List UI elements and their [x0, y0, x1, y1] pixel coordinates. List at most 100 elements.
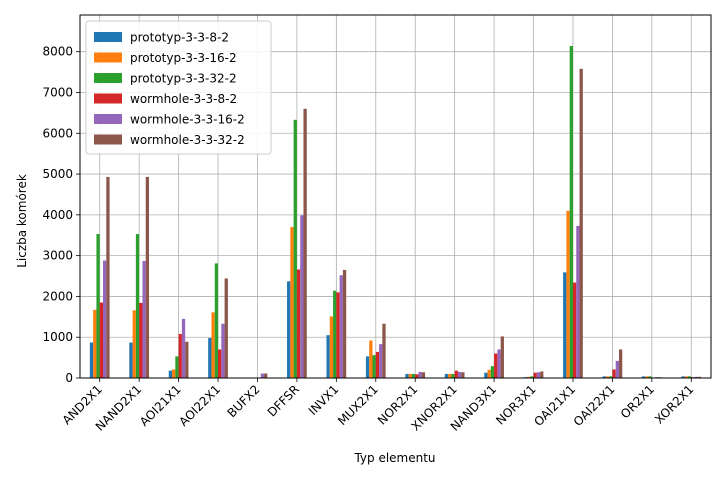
bar: [221, 323, 225, 378]
legend-swatch: [94, 32, 122, 42]
bar: [99, 302, 104, 378]
bar: [602, 376, 606, 378]
bar: [333, 290, 337, 378]
bar: [303, 108, 307, 378]
bar: [264, 373, 268, 378]
legend-label: prototyp-3-3-32-2: [130, 72, 237, 86]
bar: [681, 376, 685, 378]
bar: [536, 372, 541, 378]
bars: [89, 45, 702, 379]
bar: [566, 210, 570, 378]
bar: [211, 312, 215, 378]
bar: [293, 119, 297, 378]
bar: [106, 176, 110, 378]
bar: [444, 373, 449, 378]
legend-swatch: [94, 114, 122, 124]
bar: [375, 351, 380, 378]
bar: [339, 275, 343, 378]
bar: [540, 371, 544, 378]
legend-box: [85, 20, 272, 155]
x-tick-label: OAI22X1: [571, 382, 618, 429]
x-tick-label: DFFSR: [265, 382, 302, 419]
bar: [181, 318, 186, 378]
bar: [421, 372, 426, 378]
bar: [487, 369, 491, 378]
bar: [569, 45, 573, 379]
bar: [500, 336, 504, 378]
bar: [579, 68, 583, 379]
bar: [405, 373, 409, 378]
bar: [168, 370, 173, 378]
y-tick-label: 2000: [42, 289, 73, 303]
bar: [484, 372, 488, 378]
bar: [490, 366, 495, 378]
plot-frame: [79, 14, 712, 379]
bar: [418, 371, 422, 378]
bar: [454, 370, 458, 378]
y-tick-label: 8000: [42, 45, 73, 59]
x-tick-label: MUX2X1: [335, 382, 381, 428]
bar: [139, 302, 143, 378]
bar: [530, 376, 534, 378]
x-tick-label: AOI22X1: [176, 382, 223, 429]
legend-swatch: [94, 73, 122, 83]
bar: [576, 225, 580, 378]
bar: [290, 227, 294, 378]
bar: [457, 371, 462, 378]
bar: [411, 373, 416, 378]
bar: [572, 282, 577, 378]
bar: [287, 281, 291, 378]
bar: [103, 260, 107, 378]
bar: [408, 373, 412, 378]
bar: [172, 369, 176, 378]
bar: [145, 176, 150, 378]
bar: [142, 260, 146, 378]
x-tick-label: OAI21X1: [531, 382, 578, 429]
x-tick-label: AOI21X1: [137, 382, 184, 429]
legend-label: wormhole-3-3-16-2: [130, 113, 245, 127]
bar: [641, 376, 646, 378]
bar: [93, 309, 97, 378]
legend-swatch: [94, 93, 122, 104]
bar: [461, 372, 465, 378]
bar: [185, 341, 189, 378]
bar: [208, 338, 212, 378]
bar: [132, 310, 136, 378]
y-tick-label: 3000: [42, 249, 73, 263]
bar: [605, 376, 610, 378]
bar: [326, 335, 330, 378]
legend-swatch: [94, 134, 122, 145]
bar: [618, 349, 623, 378]
legend-label: prototyp-3-3-8-2: [130, 31, 229, 45]
bar: [645, 376, 649, 378]
bar: [89, 342, 94, 378]
bar: [329, 316, 334, 378]
y-axis: 0 1000 2000 3000 4000 5000 6000 7000 8000: [42, 45, 80, 385]
bar: [135, 234, 140, 378]
bar: [687, 376, 692, 378]
bar: [336, 292, 340, 378]
y-tick-label: 5000: [42, 167, 73, 181]
bar: [612, 369, 616, 378]
y-tick-label: 4000: [42, 208, 73, 222]
bar: [497, 349, 501, 378]
bar: [379, 344, 383, 378]
bar: [296, 269, 301, 378]
bar: [218, 349, 222, 378]
bar: [369, 340, 373, 378]
bar: [494, 353, 498, 378]
bar: [300, 215, 304, 378]
y-tick-label: 7000: [42, 85, 73, 99]
bar: [615, 360, 619, 378]
legend-swatch: [94, 52, 122, 63]
bar: [448, 373, 452, 378]
legend-label: wormhole-3-3-8-2: [130, 92, 237, 106]
bar: [214, 263, 219, 378]
bar: [526, 376, 531, 378]
bar: [96, 234, 100, 378]
bar: [694, 376, 698, 378]
bar: [609, 376, 613, 378]
bar: [129, 342, 133, 378]
bar: [365, 356, 370, 378]
